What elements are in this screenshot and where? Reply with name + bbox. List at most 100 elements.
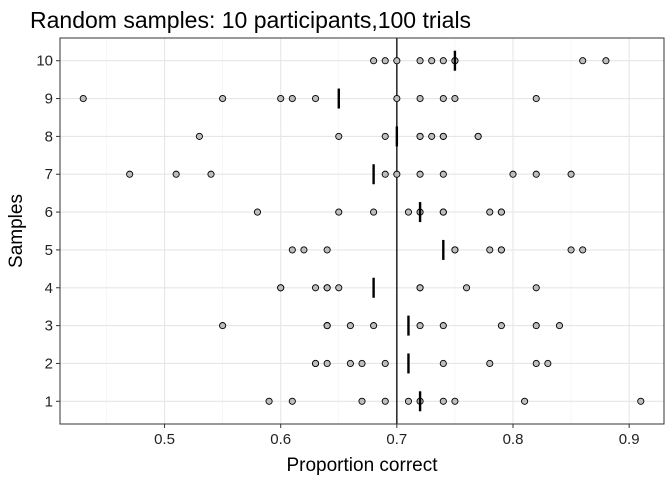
data-point: [381, 57, 389, 65]
data-point: [288, 397, 296, 405]
data-point: [381, 397, 389, 405]
data-point: [532, 322, 540, 330]
y-tick-label: 7: [45, 166, 53, 183]
y-axis-title: Samples: [6, 194, 27, 268]
data-point: [497, 246, 505, 254]
data-point: [358, 397, 366, 405]
y-tick-label: 5: [45, 242, 53, 259]
data-point: [416, 132, 424, 140]
data-point: [253, 208, 262, 216]
data-point: [451, 246, 459, 254]
data-point: [555, 322, 564, 330]
data-point: [335, 284, 343, 292]
data-point: [567, 246, 575, 254]
y-tick-label: 1: [45, 393, 53, 410]
data-point: [195, 132, 203, 140]
x-tick-label: 0.8: [503, 431, 524, 448]
data-point: [439, 208, 447, 216]
data-point: [439, 170, 447, 178]
data-point: [335, 132, 343, 140]
data-point: [416, 284, 424, 292]
data-point: [416, 57, 424, 65]
data-point: [532, 170, 540, 178]
data-point: [602, 57, 610, 65]
data-point: [370, 57, 378, 65]
data-point: [126, 170, 134, 178]
data-point: [311, 284, 320, 292]
data-point: [404, 208, 413, 216]
data-point: [637, 397, 645, 405]
data-point: [579, 246, 587, 254]
data-point: [439, 322, 447, 330]
y-tick-label: 9: [45, 91, 53, 108]
data-point: [219, 94, 227, 103]
data-point: [404, 397, 413, 405]
data-point: [358, 359, 366, 368]
data-point: [335, 208, 343, 216]
data-point: [311, 359, 320, 368]
y-tick-label: 3: [45, 318, 53, 335]
mean-markers: [337, 50, 457, 412]
x-tick-label: 0.7: [386, 431, 407, 448]
data-point: [311, 94, 320, 103]
x-tick-label: 0.9: [619, 431, 640, 448]
data-point: [439, 57, 447, 65]
data-point: [579, 57, 587, 65]
plot-panel-border: [59, 37, 665, 425]
data-point: [532, 284, 540, 292]
data-point: [346, 322, 354, 330]
data-point: [497, 322, 505, 330]
chart-title: Random samples: 10 participants,100 tria…: [30, 7, 471, 33]
data-point: [346, 359, 354, 368]
data-point: [416, 322, 424, 330]
data-point: [451, 397, 459, 405]
data-point: [416, 170, 424, 178]
data-point: [439, 359, 447, 368]
data-point: [439, 397, 447, 405]
data-point: [439, 94, 447, 103]
y-axis-ticks: 1 2 3 4 5 6 7 8 9 10: [36, 53, 60, 410]
data-point: [207, 170, 215, 178]
data-point: [451, 94, 459, 103]
data-point: [474, 132, 482, 140]
data-point: [486, 359, 494, 368]
y-tick-label: 4: [45, 280, 53, 297]
x-axis-ticks: 0.5 0.6 0.7 0.8 0.9: [154, 424, 640, 448]
data-point: [439, 132, 447, 140]
data-point: [323, 322, 331, 330]
data-points: [79, 57, 645, 405]
x-tick-label: 0.6: [270, 431, 291, 448]
data-point: [381, 359, 389, 368]
data-point: [393, 170, 401, 178]
data-point: [532, 359, 540, 368]
data-point: [381, 170, 389, 178]
y-tick-label: 8: [45, 128, 53, 145]
data-point: [277, 284, 285, 292]
data-point: [544, 359, 552, 368]
data-point: [428, 57, 436, 65]
y-tick-label: 10: [36, 53, 53, 70]
data-point: [277, 94, 285, 103]
data-point: [486, 246, 494, 254]
data-point: [509, 170, 517, 178]
x-axis-title: Proportion correct: [286, 455, 438, 476]
data-point: [393, 94, 401, 103]
data-point: [288, 246, 296, 254]
data-point: [521, 397, 529, 405]
data-point: [288, 94, 296, 103]
data-point: [462, 284, 471, 292]
y-tick-label: 6: [45, 204, 53, 221]
data-point: [393, 57, 401, 65]
data-point: [300, 246, 308, 254]
data-point: [428, 132, 436, 140]
data-point: [381, 132, 389, 140]
data-point: [219, 322, 227, 330]
data-point: [497, 208, 505, 216]
x-tick-label: 0.5: [154, 431, 175, 448]
data-point: [265, 397, 273, 405]
data-point: [370, 208, 378, 216]
data-point: [416, 94, 424, 103]
grid-lines: [60, 38, 664, 424]
data-point: [323, 284, 331, 292]
